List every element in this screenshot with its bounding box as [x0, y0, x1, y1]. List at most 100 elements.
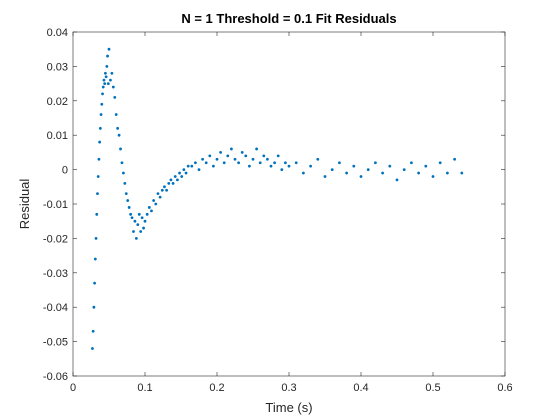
- x-tick-label: 0.2: [209, 382, 224, 394]
- point: [424, 164, 428, 168]
- point: [140, 216, 144, 220]
- point: [212, 164, 215, 168]
- point: [98, 126, 102, 130]
- point: [446, 171, 449, 175]
- point: [330, 168, 334, 172]
- y-tick-label: -0.04: [43, 302, 68, 314]
- point: [104, 75, 108, 79]
- point: [93, 257, 97, 261]
- point: [165, 188, 169, 192]
- point: [244, 154, 248, 158]
- point: [180, 175, 184, 178]
- x-tick-label: 0: [70, 382, 76, 394]
- point: [222, 161, 226, 165]
- point: [142, 226, 145, 230]
- point: [248, 164, 251, 168]
- point: [262, 154, 266, 158]
- point: [100, 102, 104, 106]
- x-axis-label: Time (s): [265, 400, 312, 415]
- point: [352, 164, 356, 168]
- point: [101, 92, 104, 96]
- point: [117, 133, 121, 137]
- y-tick-label: -0.01: [43, 199, 68, 211]
- point: [106, 82, 110, 85]
- point: [453, 157, 456, 161]
- y-tick-label: -0.05: [43, 337, 68, 349]
- point: [96, 192, 99, 196]
- point: [240, 151, 244, 154]
- point: [366, 168, 370, 172]
- x-tick-label: 0.3: [281, 382, 296, 394]
- point: [219, 151, 223, 154]
- point: [137, 212, 141, 216]
- point: [91, 347, 94, 350]
- point: [104, 71, 107, 75]
- point: [276, 154, 280, 158]
- point: [116, 126, 120, 130]
- y-tick-label: -0.02: [43, 233, 68, 245]
- point: [113, 95, 117, 99]
- point: [106, 54, 109, 58]
- point: [139, 230, 143, 233]
- point: [160, 188, 164, 192]
- point: [171, 181, 175, 185]
- point: [266, 157, 269, 161]
- point: [269, 164, 273, 168]
- point: [145, 212, 149, 216]
- y-tick-label: 0.03: [47, 61, 68, 73]
- point: [129, 212, 133, 216]
- point: [208, 154, 212, 158]
- point: [114, 113, 118, 116]
- point: [280, 168, 284, 172]
- point: [294, 161, 298, 165]
- point: [154, 202, 158, 206]
- point: [460, 171, 464, 175]
- point: [186, 164, 190, 168]
- point: [417, 171, 420, 175]
- point: [359, 175, 363, 178]
- point: [302, 171, 305, 175]
- point: [158, 195, 162, 199]
- point: [182, 168, 186, 172]
- point: [316, 157, 320, 161]
- point: [130, 216, 134, 220]
- point: [167, 181, 171, 185]
- point: [237, 161, 241, 165]
- point: [120, 161, 124, 165]
- point: [215, 157, 219, 161]
- point: [255, 147, 258, 151]
- point: [381, 171, 384, 175]
- point: [91, 329, 95, 333]
- x-tick-label: 0.6: [497, 382, 512, 394]
- point: [119, 147, 122, 151]
- point: [111, 85, 115, 89]
- point: [132, 230, 135, 233]
- point: [123, 181, 127, 185]
- point: [109, 78, 112, 82]
- point: [169, 178, 173, 182]
- point: [136, 223, 140, 227]
- point: [102, 78, 106, 82]
- point: [287, 164, 291, 168]
- point: [190, 164, 194, 168]
- point: [388, 164, 392, 168]
- point: [101, 85, 105, 89]
- point: [431, 175, 435, 178]
- point: [95, 212, 99, 216]
- point: [96, 175, 100, 178]
- point: [178, 171, 181, 175]
- chart-title: N = 1 Threshold = 0.1 Fit Residuals: [181, 11, 396, 26]
- point: [150, 209, 153, 213]
- point: [338, 161, 341, 165]
- point: [226, 154, 230, 158]
- y-tick-label: 0.04: [47, 27, 68, 39]
- point: [122, 171, 125, 175]
- plot-box: [72, 31, 506, 377]
- point: [184, 171, 188, 175]
- point: [110, 71, 114, 75]
- point: [126, 199, 130, 202]
- y-tick-label: -0.03: [43, 268, 68, 280]
- point: [92, 305, 96, 309]
- point: [258, 161, 262, 165]
